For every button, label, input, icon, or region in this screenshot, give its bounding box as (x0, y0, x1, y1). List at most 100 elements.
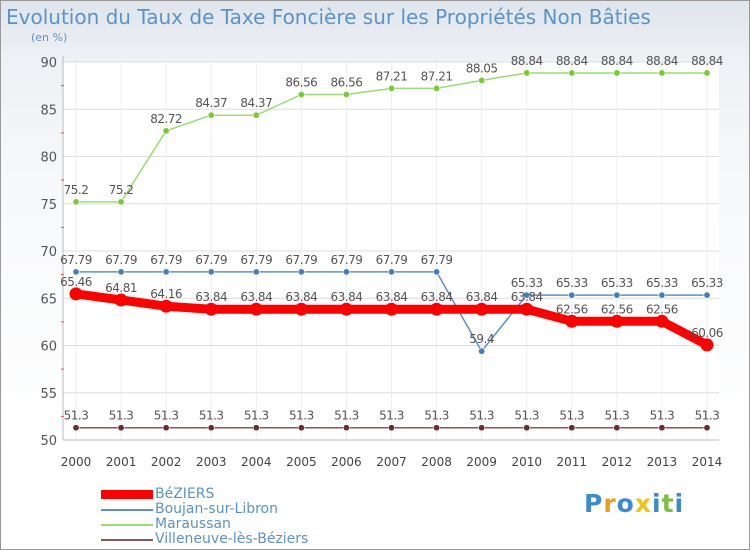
data-point-maraussan-2011 (568, 69, 576, 77)
x-tick-label-2009: 2009 (466, 455, 497, 469)
x-tick-label-2014: 2014 (692, 455, 723, 469)
data-label-maraussan-2007: 87.21 (376, 69, 408, 83)
data-label-villeneuve-les-beziers-2008: 51.3 (424, 409, 449, 423)
data-point-boujan-sur-libron-2010 (523, 291, 531, 299)
data-label-villeneuve-les-beziers-2014: 51.3 (695, 409, 720, 423)
x-tick-label-2012: 2012 (602, 455, 633, 469)
legend: BéZIERS Boujan-sur-Libron Maraussan Vill… (101, 487, 308, 547)
chart-title: Evolution du Taux de Taxe Foncière sur l… (6, 5, 651, 29)
data-point-villeneuve-les-beziers-2000 (72, 424, 80, 432)
data-label-beziers-2012: 62.56 (601, 302, 633, 316)
logo-letter: r (603, 489, 617, 518)
legend-label-maraussan: Maraussan (155, 516, 231, 532)
legend-item-maraussan: Maraussan (101, 517, 308, 532)
legend-swatch-beziers (101, 490, 153, 499)
data-point-boujan-sur-libron-2001 (117, 268, 125, 276)
data-label-villeneuve-les-beziers-2007: 51.3 (379, 409, 404, 423)
data-point-beziers-2011 (565, 314, 579, 328)
data-label-villeneuve-les-beziers-2002: 51.3 (154, 409, 179, 423)
x-tick-label-2007: 2007 (376, 455, 407, 469)
data-label-villeneuve-les-beziers-2001: 51.3 (109, 409, 134, 423)
data-point-boujan-sur-libron-2012 (613, 291, 621, 299)
x-tick-label-2001: 2001 (106, 455, 137, 469)
x-tick-label-2011: 2011 (557, 455, 588, 469)
data-point-beziers-2005 (294, 302, 308, 316)
data-point-beziers-2009 (475, 302, 489, 316)
data-label-maraussan-2002: 82.72 (150, 112, 182, 126)
data-label-beziers-2010: 63.84 (511, 290, 543, 304)
data-point-beziers-2010 (520, 302, 534, 316)
legend-item-beziers: BéZIERS (101, 487, 308, 502)
logo-letter: i (674, 489, 685, 518)
x-tick-label-2000: 2000 (61, 455, 92, 469)
data-label-villeneuve-les-beziers-2010: 51.3 (514, 409, 539, 423)
data-point-beziers-2004 (249, 302, 263, 316)
y-tick-label-80: 80 (40, 151, 57, 166)
data-point-villeneuve-les-beziers-2007 (387, 424, 395, 432)
x-tick-label-2006: 2006 (331, 455, 362, 469)
data-point-beziers-2001 (114, 293, 128, 307)
data-label-boujan-sur-libron-2007: 67.79 (376, 253, 408, 267)
data-label-maraussan-2012: 88.84 (601, 54, 633, 68)
y-tick-label-70: 70 (40, 245, 57, 260)
legend-item-villeneuve: Villeneuve-lès-Béziers (101, 532, 308, 547)
data-label-villeneuve-les-beziers-2003: 51.3 (199, 409, 224, 423)
data-point-villeneuve-les-beziers-2006 (342, 424, 350, 432)
data-label-boujan-sur-libron-2010: 65.33 (511, 276, 543, 290)
data-label-beziers-2002: 64.16 (150, 287, 182, 301)
data-label-boujan-sur-libron-2002: 67.79 (150, 253, 182, 267)
y-tick-label-55: 55 (40, 387, 57, 402)
data-point-beziers-2006 (339, 302, 353, 316)
data-label-boujan-sur-libron-2004: 67.79 (240, 253, 272, 267)
data-point-boujan-sur-libron-2005 (297, 268, 305, 276)
x-tick-label-2010: 2010 (511, 455, 542, 469)
legend-item-boujan: Boujan-sur-Libron (101, 502, 308, 517)
data-point-beziers-2003 (204, 302, 218, 316)
data-label-maraussan-2011: 88.84 (556, 54, 588, 68)
data-point-beziers-2008 (430, 302, 444, 316)
data-point-maraussan-2014 (703, 69, 711, 77)
data-point-villeneuve-les-beziers-2009 (478, 424, 486, 432)
data-label-maraussan-2006: 86.56 (330, 76, 362, 90)
y-tick-label-75: 75 (40, 198, 57, 213)
data-point-villeneuve-les-beziers-2012 (613, 424, 621, 432)
data-point-boujan-sur-libron-2011 (568, 291, 576, 299)
data-point-maraussan-2006 (342, 91, 350, 99)
x-tick-label-2004: 2004 (241, 455, 272, 469)
x-tick-label-2002: 2002 (151, 455, 182, 469)
data-label-villeneuve-les-beziers-2006: 51.3 (334, 409, 359, 423)
data-label-villeneuve-les-beziers-2005: 51.3 (289, 409, 314, 423)
data-label-beziers-2014: 60.06 (691, 326, 723, 340)
x-tick-label-2013: 2013 (647, 455, 678, 469)
data-point-maraussan-2008 (433, 84, 441, 92)
legend-label-boujan: Boujan-sur-Libron (155, 501, 278, 517)
data-point-villeneuve-les-beziers-2010 (523, 424, 531, 432)
data-point-maraussan-2002 (162, 127, 170, 135)
data-label-boujan-sur-libron-2011: 65.33 (556, 276, 588, 290)
data-label-boujan-sur-libron-2005: 67.79 (285, 253, 317, 267)
x-tick-label-2008: 2008 (421, 455, 452, 469)
y-tick-label-65: 65 (40, 292, 57, 307)
legend-swatch-maraussan (101, 523, 153, 526)
data-label-maraussan-2000: 75.2 (64, 183, 89, 197)
data-label-maraussan-2010: 88.84 (511, 54, 543, 68)
data-point-maraussan-2000 (72, 198, 80, 206)
data-point-boujan-sur-libron-2002 (162, 268, 170, 276)
data-point-maraussan-2009 (478, 76, 486, 84)
data-label-villeneuve-les-beziers-2000: 51.3 (64, 409, 89, 423)
data-label-beziers-2009: 63.84 (466, 290, 498, 304)
data-point-boujan-sur-libron-2006 (342, 268, 350, 276)
data-label-boujan-sur-libron-2006: 67.79 (330, 253, 362, 267)
data-label-villeneuve-les-beziers-2011: 51.3 (559, 409, 584, 423)
data-label-villeneuve-les-beziers-2004: 51.3 (244, 409, 269, 423)
legend-label-villeneuve: Villeneuve-lès-Béziers (155, 531, 309, 547)
legend-swatch-boujan (101, 508, 153, 511)
legend-swatch-villeneuve (101, 538, 153, 541)
data-label-maraussan-2013: 88.84 (646, 54, 678, 68)
data-label-villeneuve-les-beziers-2009: 51.3 (469, 409, 494, 423)
data-point-maraussan-2001 (117, 198, 125, 206)
data-label-beziers-2001: 64.81 (105, 281, 137, 295)
data-point-beziers-2013 (655, 314, 669, 328)
data-label-boujan-sur-libron-2003: 67.79 (195, 253, 227, 267)
